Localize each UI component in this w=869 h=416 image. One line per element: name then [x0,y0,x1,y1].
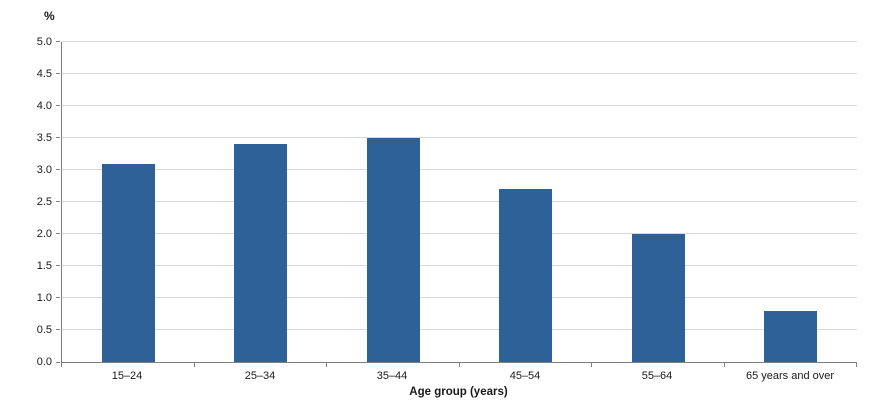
gridline [62,41,857,42]
x-axis-category-label: 25–34 [244,370,276,382]
y-axis-tick [56,329,60,330]
gridline [62,233,857,234]
x-axis-tick [591,363,592,367]
gridline [62,297,857,298]
gridline [62,169,857,170]
y-axis-tick [56,41,60,42]
y-axis-tick-label: 3.5 [36,132,52,144]
y-axis-tick-label: 0.0 [36,356,52,368]
x-axis-category-label: 15–24 [111,370,143,382]
x-axis-category-label: 55–64 [641,370,673,382]
y-axis-tick-label: 4.0 [36,100,52,112]
y-axis-tick-label: 2.0 [36,228,52,240]
bar [234,144,287,362]
y-axis-tick [56,73,60,74]
gridline [62,105,857,106]
y-axis-tick [56,105,60,106]
y-axis-tick-label: 5.0 [36,36,52,48]
bar [632,234,685,362]
bar [102,164,155,362]
x-axis-category-label: 65 years and over [745,370,835,382]
bar [764,311,817,362]
y-axis-tick [56,137,60,138]
bar [499,189,552,362]
x-axis-tick [61,363,62,367]
x-axis-category-label: 45–54 [509,370,541,382]
y-axis-tick-label: 3.0 [36,164,52,176]
x-axis-tick [326,363,327,367]
x-axis-tick [459,363,460,367]
gridline [62,201,857,202]
y-axis-unit-label: % [44,9,55,23]
y-axis-tick [56,297,60,298]
x-axis-category-label: 35–44 [376,370,408,382]
x-axis-tick [856,363,857,367]
y-axis-tick [56,201,60,202]
gridline [62,329,857,330]
plot-area [61,41,857,363]
y-axis-tick-label: 1.0 [36,292,52,304]
x-axis-title: Age group (years) [409,386,508,398]
y-axis-tick [56,362,60,363]
x-axis-tick [724,363,725,367]
gridline [62,265,857,266]
x-axis-tick [194,363,195,367]
gridline [62,137,857,138]
y-axis-tick-label: 4.5 [36,68,52,80]
y-axis-tick [56,233,60,234]
y-axis-tick [56,265,60,266]
y-axis-tick [56,169,60,170]
y-axis-tick-label: 0.5 [36,324,52,336]
y-axis-tick-label: 1.5 [36,260,52,272]
y-axis-tick-label: 2.5 [36,196,52,208]
gridline [62,73,857,74]
bar [367,138,420,362]
